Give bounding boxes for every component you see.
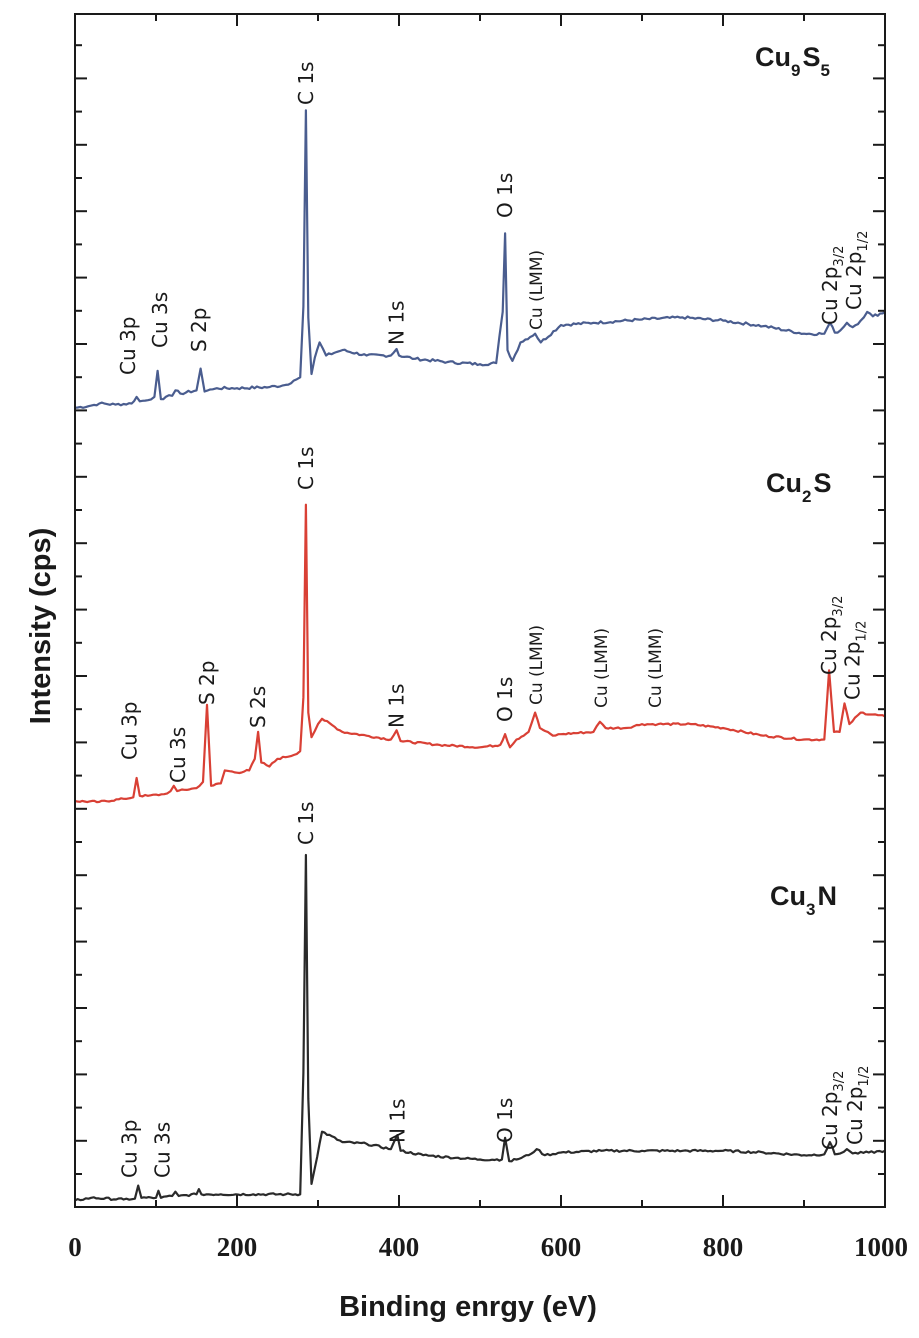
peak-label: Cu 2p3/2 <box>818 246 847 325</box>
peak-label: Cu (LMM) <box>527 250 547 330</box>
x-tick-label: 0 <box>68 1232 82 1262</box>
peak-label: N 1s <box>385 1099 409 1143</box>
peak-label: Cu 2p3/2 <box>818 1071 847 1150</box>
spectrum-line-0 <box>74 109 886 409</box>
peak-label: Cu (LMM) <box>646 628 666 708</box>
peak-label: Cu 2p1/2 <box>841 621 870 700</box>
peak-label: Cu (LMM) <box>592 628 612 708</box>
peak-label: Cu 2p1/2 <box>843 1066 872 1145</box>
x-tick-labels: 0 200 400 600 800 1000 <box>68 1232 908 1262</box>
plot-frame <box>74 13 886 1208</box>
series-label-cu2s: Cu2S <box>766 468 831 506</box>
x-tick-label: 600 <box>541 1232 582 1262</box>
peak-label: Cu 2p3/2 <box>817 596 846 675</box>
y-axis-title: Intensity (cps) <box>25 528 57 725</box>
ticks-layer <box>74 14 886 1207</box>
peak-label: C 1s <box>294 802 318 845</box>
peak-label: Cu 3s <box>166 727 190 783</box>
peak-label: C 1s <box>294 447 318 490</box>
peak-label: S 2p <box>195 661 219 705</box>
peak-label: Cu 3p <box>116 317 140 375</box>
peak-label: S 2s <box>246 686 270 728</box>
peak-label: N 1s <box>385 301 409 345</box>
peak-label: Cu 3p <box>117 702 141 760</box>
spectrum-line-2 <box>74 853 886 1202</box>
peak-label: Cu (LMM) <box>527 625 547 705</box>
spectrum-line-1 <box>74 503 886 804</box>
x-tick-label: 400 <box>379 1232 420 1262</box>
peak-label: Cu 3s <box>148 292 172 348</box>
peak-label: O 1s <box>493 677 517 722</box>
series-label-cu3n: Cu3N <box>770 881 837 919</box>
series-label-cu9s5: Cu9S5 <box>755 42 830 80</box>
spectra-layer <box>74 109 886 1202</box>
peak-label: O 1s <box>493 1098 517 1143</box>
x-axis-title: Binding enrgy (eV) <box>339 1291 597 1323</box>
peak-label: O 1s <box>493 173 517 218</box>
x-tick-label: 1000 <box>854 1232 908 1262</box>
peak-label: S 2p <box>187 308 211 352</box>
peak-label: Cu 2p1/2 <box>842 231 871 310</box>
x-tick-label: 800 <box>703 1232 744 1262</box>
peak-label: C 1s <box>294 62 318 105</box>
peak-label: Cu 3p <box>117 1120 141 1178</box>
x-tick-label: 200 <box>217 1232 258 1262</box>
peak-label: Cu 3s <box>150 1122 174 1178</box>
peak-label: N 1s <box>385 684 409 728</box>
